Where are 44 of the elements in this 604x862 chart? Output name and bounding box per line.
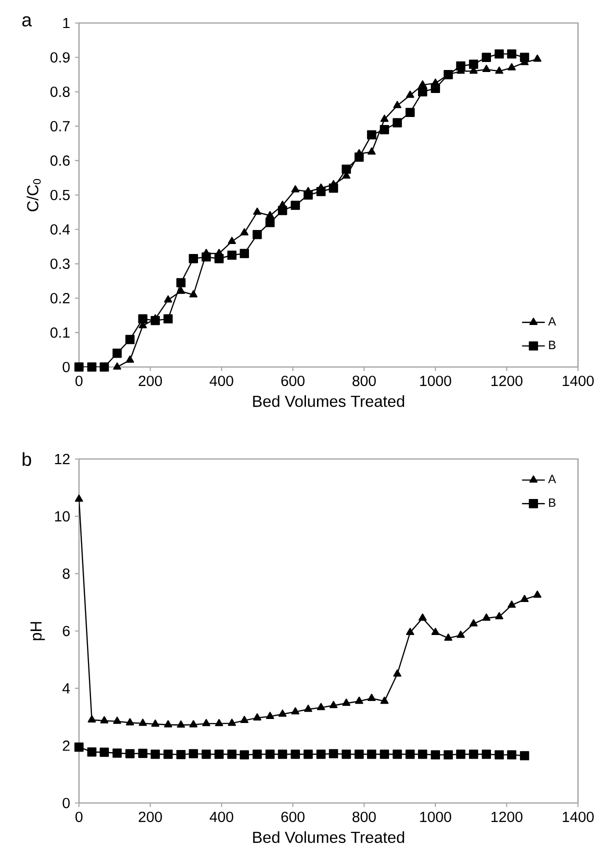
x-tick-label: 400 bbox=[210, 376, 234, 386]
chart-title: a bbox=[22, 16, 32, 26]
y-tick-label: 6 bbox=[62, 626, 70, 636]
y-tick-label: 0.9 bbox=[50, 52, 70, 63]
x-tick-label: 1200 bbox=[492, 812, 522, 822]
y-tick-label: 4 bbox=[62, 683, 70, 694]
y-tick-label: 12 bbox=[55, 454, 70, 464]
y-tick-label: 0.3 bbox=[50, 258, 70, 269]
x-tick-label: 1200 bbox=[492, 376, 522, 386]
x-tick-label: 1000 bbox=[420, 376, 452, 386]
x-tick-label: 0 bbox=[75, 812, 82, 822]
y-tick-label: 10 bbox=[55, 511, 70, 522]
x-tick-label: 600 bbox=[281, 376, 304, 386]
y-tick-label: 0.1 bbox=[50, 327, 70, 338]
x-tick-label: 200 bbox=[138, 812, 162, 822]
legend-label: B bbox=[549, 340, 556, 350]
legend-label: A bbox=[548, 317, 556, 326]
x-axis-title: Bed Volumes Treated bbox=[253, 831, 404, 843]
x-tick-label: 800 bbox=[352, 376, 376, 386]
x-tick-label: 400 bbox=[210, 812, 234, 822]
x-tick-label: 0 bbox=[75, 376, 82, 386]
x-tick-label: 600 bbox=[281, 812, 304, 822]
x-tick-label: 1400 bbox=[562, 812, 594, 822]
x-tick-label: 1400 bbox=[562, 376, 594, 386]
chart-title: b bbox=[22, 452, 32, 466]
x-axis-title: Bed Volumes Treated bbox=[253, 395, 404, 407]
y-tick-label: 0.6 bbox=[50, 155, 70, 166]
y-axis-title: C/C$_{0}$ bbox=[26, 178, 41, 212]
y-tick-label: 8 bbox=[62, 568, 70, 579]
y-tick-label: 1 bbox=[63, 18, 70, 28]
x-tick-label: 1000 bbox=[420, 812, 452, 822]
y-tick-label: 0.2 bbox=[50, 293, 70, 304]
y-tick-label: 0 bbox=[62, 362, 70, 372]
legend-label: B bbox=[549, 498, 556, 507]
y-tick-label: 0.4 bbox=[50, 224, 70, 235]
y-axis-title: pH bbox=[30, 622, 45, 640]
y-tick-label: 0.8 bbox=[50, 86, 70, 97]
y-tick-label: 2 bbox=[62, 740, 70, 751]
y-tick-label: 0 bbox=[62, 798, 70, 808]
legend-label: A bbox=[548, 474, 556, 484]
y-tick-label: 0.7 bbox=[50, 121, 70, 132]
y-tick-label: 0.5 bbox=[50, 190, 70, 200]
x-tick-label: 800 bbox=[352, 812, 376, 822]
x-tick-label: 200 bbox=[138, 376, 162, 386]
